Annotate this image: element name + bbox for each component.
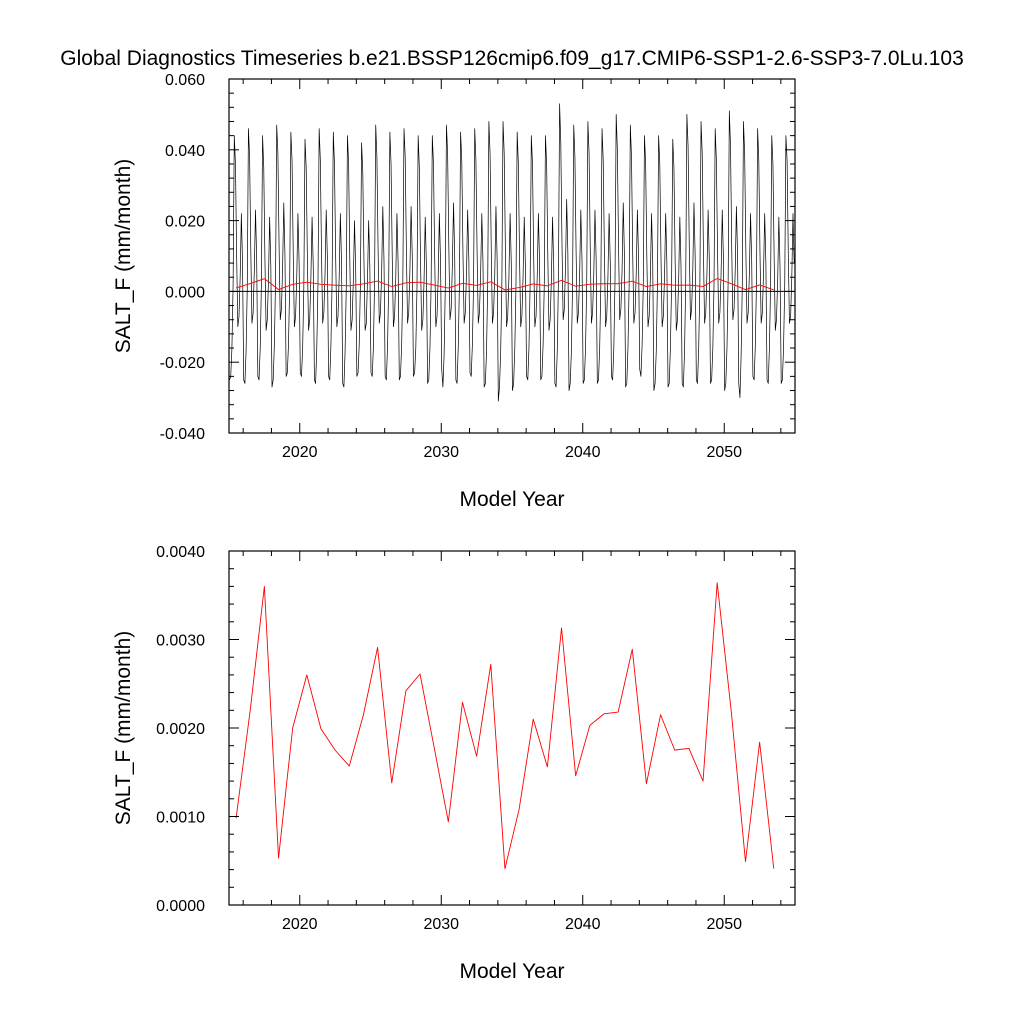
top-panel-ytick-label: 0.000 [165, 284, 205, 301]
top-panel-series-1-line [235, 278, 774, 291]
top-panel-xtick-label: 2040 [565, 444, 601, 461]
bottom-panel-ytick-label: 0.0040 [156, 544, 205, 561]
bottom-panel-xtick-label: 2050 [706, 916, 742, 933]
top-panel-ylabel: SALT_F (mm/month) [112, 159, 135, 353]
figure-title: Global Diagnostics Timeseries b.e21.BSSP… [60, 47, 964, 70]
top-panel-xlabel: Model Year [459, 488, 564, 511]
bottom-panel: SALT_F (mm/month) Model Year 2020 2030 204… [112, 544, 796, 983]
top-panel-frame [228, 78, 796, 434]
top-panel-ytick-label: 0.040 [165, 143, 205, 160]
bottom-panel-xtick-label: 2030 [423, 916, 459, 933]
bottom-panel-xtick-label: 2020 [282, 916, 318, 933]
bottom-panel-ytick-label: 0.0000 [156, 898, 205, 915]
bottom-panel-ytick-label: 0.0010 [156, 810, 205, 827]
top-panel-xtick-label: 2030 [423, 444, 459, 461]
bottom-panel-xlabel: Model Year [459, 960, 564, 983]
top-panel-ytick-label: 0.020 [165, 214, 205, 231]
top-panel: SALT_F (mm/month) Model Year 2020 2030 204… [112, 72, 796, 511]
bottom-panel-xtick-label: 2040 [565, 916, 601, 933]
top-panel-ytick-label: -0.040 [160, 426, 205, 443]
bottom-panel-ylabel: SALT_F (mm/month) [112, 631, 135, 825]
top-panel-ytick-label: -0.020 [160, 355, 205, 372]
bottom-panel-series-0-line [235, 582, 775, 870]
top-panel-series-0-line [229, 103, 795, 402]
top-panel-ytick-label: 0.060 [165, 72, 205, 89]
bottom-panel-ylabel-wrap: SALT_F (mm/month) [112, 631, 135, 825]
top-panel-xtick-label: 2020 [282, 444, 318, 461]
bottom-panel-ytick-label: 0.0020 [156, 721, 205, 738]
top-panel-xtick-label: 2050 [706, 444, 742, 461]
top-panel-ylabel-wrap: SALT_F (mm/month) [112, 159, 135, 353]
bottom-panel-ytick-label: 0.0030 [156, 633, 205, 650]
